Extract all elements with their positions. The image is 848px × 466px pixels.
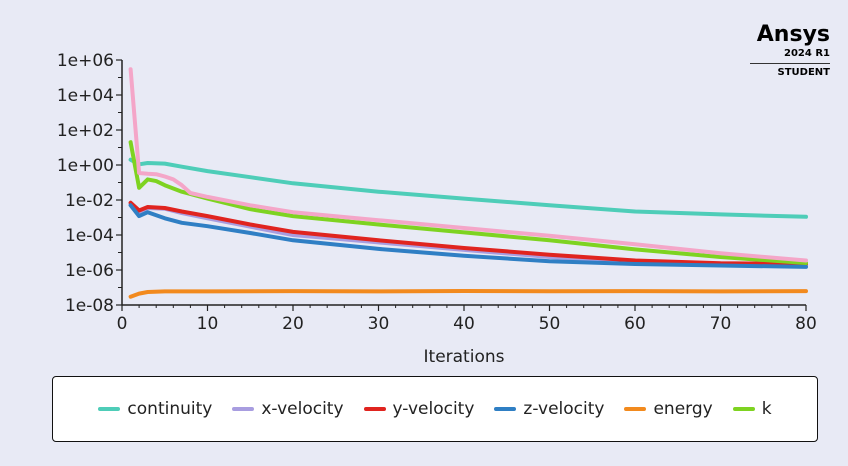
- x-tick-label: 20: [282, 314, 304, 334]
- y-tick-label: 1e-02: [65, 191, 114, 211]
- x-tick-label: 30: [368, 314, 390, 334]
- series-line-continuity: [128, 157, 808, 219]
- y-tick-label: 1e+00: [57, 156, 114, 176]
- legend-item-y-velocity: y-velocity: [363, 399, 475, 419]
- series-line-y-velocity: [128, 200, 808, 266]
- y-tick-label: 1e-08: [65, 296, 114, 316]
- legend-item-z-velocity: z-velocity: [494, 399, 604, 419]
- x-tick-label: 0: [117, 314, 128, 334]
- legend-swatch: [624, 407, 647, 411]
- legend-swatch: [98, 407, 121, 411]
- legend-item-energy: energy: [624, 399, 713, 419]
- series-line-energy: [128, 289, 808, 299]
- ansys-logo: Ansys 2024 R1 STUDENT: [750, 24, 830, 79]
- legend-label: x-velocity: [261, 399, 344, 419]
- legend-item-k: k: [732, 399, 772, 419]
- logo-divider: [750, 63, 830, 64]
- series-line-epsilon: [128, 67, 808, 263]
- series-line-z-velocity: [128, 203, 808, 269]
- legend-label: z-velocity: [523, 399, 605, 419]
- logo-brand: Ansys: [756, 22, 830, 47]
- axis-ticks: 0 10 20 30 40 50 60 70 80 1e-08 1e-06 1e-04 1e-02 1e+…: [57, 51, 817, 334]
- series-line-k: [128, 140, 808, 265]
- legend-label: continuity: [127, 399, 213, 419]
- y-tick-label: 1e+06: [57, 51, 114, 71]
- y-tick-label: 1e+04: [57, 86, 114, 106]
- logo-version: 2024 R1: [784, 48, 830, 59]
- legend-item-continuity: continuity: [98, 399, 212, 419]
- x-tick-label: 70: [710, 314, 732, 334]
- legend-label: energy: [653, 399, 713, 419]
- y-tick-label: 1e-04: [65, 226, 114, 246]
- x-tick-label: 10: [197, 314, 219, 334]
- legend-label: y-velocity: [392, 399, 475, 419]
- x-tick-label: 40: [453, 314, 475, 334]
- legend-swatch: [363, 407, 386, 411]
- x-tick-label: 50: [539, 314, 561, 334]
- x-axis-title: Iterations: [424, 347, 505, 367]
- legend-label: k: [761, 399, 772, 419]
- y-tick-label: 1e+02: [57, 121, 114, 141]
- series-lines: [128, 67, 808, 299]
- x-tick-label: 60: [624, 314, 646, 334]
- legend-item-x-velocity: x-velocity: [232, 399, 344, 419]
- x-tick-label: 80: [795, 314, 817, 334]
- legend-swatch: [232, 407, 255, 411]
- chart-legend: continuity x-velocity y-velocity z-velocity…: [52, 376, 818, 442]
- legend-swatch: [732, 407, 755, 411]
- logo-edition: STUDENT: [777, 67, 830, 78]
- legend-swatch: [494, 407, 517, 411]
- y-tick-label: 1e-06: [65, 261, 114, 281]
